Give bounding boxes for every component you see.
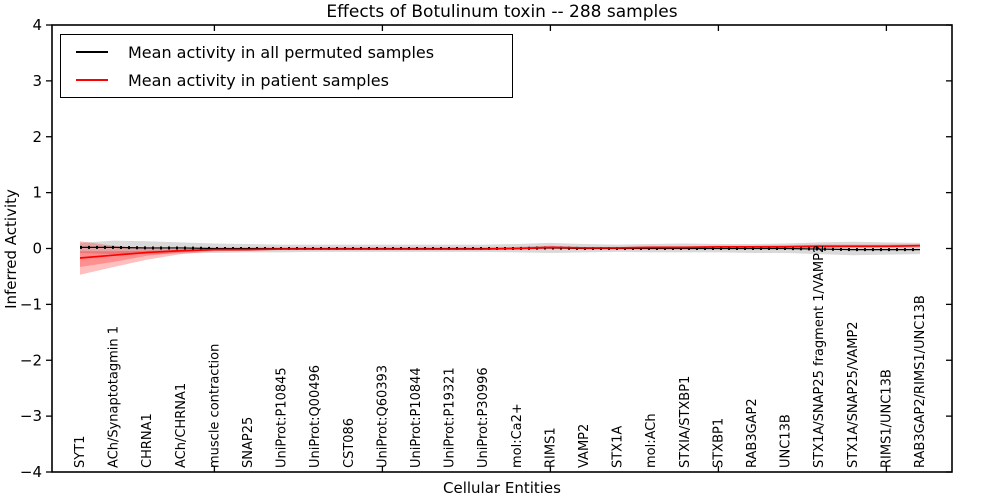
- chart-title: Effects of Botulinum toxin -- 288 sample…: [326, 2, 678, 22]
- x-axis-label: Cellular Entities: [443, 479, 561, 497]
- y-tick-label: 0: [32, 240, 42, 258]
- entity-label: UniProt:P19321: [443, 367, 458, 468]
- entity-label: CST086: [342, 418, 357, 468]
- entity-label: UniProt:Q00496: [308, 365, 323, 468]
- entity-label: ACh/Synaptotagmin 1: [107, 326, 122, 468]
- entity-label: RIMS1/UNC13B: [879, 369, 894, 468]
- entity-label: RIMS1: [543, 427, 558, 468]
- entity-label: mol:Ca2+: [510, 403, 525, 468]
- entity-label: VAMP2: [577, 424, 592, 468]
- legend-label-permuted: Mean activity in all permuted samples: [128, 42, 435, 62]
- entity-label: STXIA/STXBP1: [678, 376, 693, 468]
- entity-label: STX1A/SNAP25/VAMP2: [846, 321, 861, 468]
- y-tick-label: −3: [20, 407, 42, 425]
- entity-label: CHRNA1: [140, 413, 155, 468]
- entity-label: ACh/CHRNA1: [174, 383, 189, 468]
- entity-label: mol:ACh: [644, 413, 659, 468]
- y-tick-label: −4: [20, 463, 42, 481]
- entity-label: SYT1: [73, 436, 88, 468]
- entity-label: RAB3GAP2: [745, 398, 760, 468]
- y-tick-label: −1: [20, 295, 42, 313]
- legend-entry-permuted: Mean activity in all permuted samples: [61, 39, 512, 66]
- y-tick-label: 3: [32, 72, 42, 90]
- entity-label: muscle contraction: [207, 344, 222, 468]
- entity-label: UniProt:P30996: [476, 367, 491, 468]
- entity-label: UniProt:P10845: [275, 367, 290, 468]
- entity-label: UNC13B: [779, 414, 794, 468]
- entity-label: UniProt:P10844: [409, 367, 424, 468]
- legend-line-permuted-icon: [76, 51, 108, 53]
- legend: Mean activity in all permuted samples Me…: [60, 34, 513, 98]
- y-tick-label: 2: [32, 128, 42, 146]
- entity-label: STXBP1: [711, 418, 726, 468]
- entity-label: RAB3GAP2/RIMS1/UNC13B: [913, 295, 928, 468]
- y-tick-label: 1: [32, 184, 42, 202]
- entity-label: STX1A/SNAP25 fragment 1/VAMP2: [812, 245, 827, 468]
- entity-label: STX1A: [611, 426, 626, 468]
- patient-mean-line: [79, 244, 921, 259]
- legend-entry-patient: Mean activity in patient samples: [61, 67, 512, 94]
- y-tick-label: −2: [20, 351, 42, 369]
- y-tick-label: 4: [32, 16, 42, 34]
- entity-label: UniProt:Q60393: [375, 365, 390, 468]
- y-axis-label: Inferred Activity: [2, 189, 20, 309]
- legend-line-patient-icon: [76, 79, 108, 81]
- legend-label-patient: Mean activity in patient samples: [128, 70, 389, 90]
- entity-label: SNAP25: [241, 417, 256, 468]
